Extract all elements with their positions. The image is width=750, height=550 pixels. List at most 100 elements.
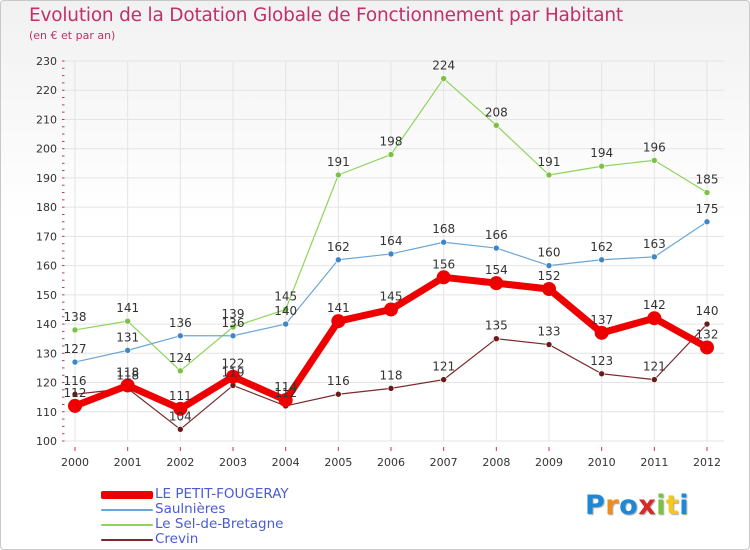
- data-point-saulni-res: [124, 347, 131, 354]
- data-label-crevin: 140: [696, 304, 719, 318]
- legend-swatch: [101, 490, 153, 499]
- data-label-crevin: 104: [169, 409, 192, 423]
- logo-letter: t: [665, 490, 680, 521]
- data-point-le-sel-de-bretagne: [124, 317, 131, 325]
- chart-title: Evolution de la Dotation Globale de Fonc…: [29, 5, 623, 26]
- data-label-saulni-res: 160: [538, 246, 561, 260]
- data-label-saulni-res: 140: [274, 304, 297, 318]
- y-tick-label: 170: [36, 230, 57, 243]
- data-label-le-sel-de-bretagne: 196: [643, 140, 666, 154]
- data-point-le-sel-de-bretagne: [598, 162, 605, 170]
- data-point-crevin: [387, 385, 395, 392]
- data-label-le-petit-fougeray: 156: [432, 257, 455, 271]
- x-tick-label: 2001: [114, 456, 142, 469]
- data-point-saulni-res: [177, 332, 184, 340]
- data-labels: 138 141 124 139 145 191 198 224 208 191 194 196 185 1…: [64, 59, 719, 424]
- logo-letter: x: [638, 490, 657, 521]
- data-point-le-petit-fougeray: [489, 276, 504, 291]
- data-label-le-sel-de-bretagne: 224: [432, 59, 455, 73]
- data-label-crevin: 133: [538, 325, 561, 339]
- data-label-crevin: 118: [116, 368, 139, 382]
- x-tick-label: 2002: [166, 456, 194, 469]
- data-point-le-petit-fougeray: [226, 369, 240, 384]
- data-label-crevin: 119: [222, 365, 245, 379]
- y-tick-label: 120: [36, 377, 57, 390]
- data-label-saulni-res: 175: [696, 202, 719, 216]
- data-label-saulni-res: 162: [327, 240, 350, 254]
- data-point-saulni-res: [703, 218, 711, 226]
- data-point-crevin: [71, 390, 79, 398]
- data-label-crevin: 116: [64, 374, 87, 388]
- x-tick-label: 2005: [324, 456, 352, 469]
- data-point-crevin: [703, 320, 711, 328]
- x-tick-label: 2012: [693, 456, 721, 469]
- data-point-crevin: [651, 376, 658, 383]
- data-label-crevin: 112: [274, 386, 297, 400]
- data-label-le-petit-fougeray: 118: [116, 365, 139, 379]
- legend-swatch: [101, 508, 153, 511]
- data-point-crevin: [598, 370, 605, 378]
- y-tick-label: 130: [36, 347, 57, 360]
- proxiti-logo: Proxiti: [585, 490, 689, 521]
- data-label-le-sel-de-bretagne: 198: [380, 135, 403, 149]
- y-tick-label: 100: [36, 435, 57, 448]
- data-point-crevin: [493, 335, 500, 342]
- data-label-saulni-res: 136: [169, 316, 192, 330]
- data-point-saulni-res: [387, 250, 395, 258]
- chart-subtitle: (en € et par an): [29, 29, 116, 42]
- data-point-le-petit-fougeray: [68, 398, 82, 413]
- data-point-le-petit-fougeray: [542, 282, 556, 296]
- logo-letter: i: [679, 490, 690, 521]
- data-point-le-petit-fougeray: [594, 325, 609, 340]
- x-tick-label: 2009: [535, 456, 563, 469]
- data-label-le-petit-fougeray: 112: [64, 386, 87, 400]
- y-tick-label: 210: [36, 113, 57, 126]
- data-point-saulni-res: [493, 244, 500, 252]
- logo-letter: i: [656, 490, 666, 521]
- data-point-le-sel-de-bretagne: [651, 157, 658, 164]
- legend-swatch: [101, 523, 153, 526]
- data-point-le-sel-de-bretagne: [71, 326, 79, 334]
- data-point-saulni-res: [229, 332, 237, 340]
- data-label-le-petit-fougeray: 152: [538, 269, 561, 283]
- data-point-saulni-res: [545, 262, 553, 269]
- data-point-saulni-res: [651, 253, 658, 261]
- data-point-le-sel-de-bretagne: [493, 122, 500, 129]
- x-tick-label: 2007: [430, 456, 458, 469]
- data-label-saulni-res: 136: [222, 316, 245, 330]
- y-tick-label: 230: [36, 55, 57, 68]
- data-point-saulni-res: [71, 358, 79, 366]
- legend-swatch: [101, 538, 153, 541]
- data-label-crevin: 118: [380, 368, 403, 382]
- data-label-saulni-res: 127: [64, 342, 87, 356]
- x-tick-label: 2003: [219, 456, 247, 469]
- data-label-le-sel-de-bretagne: 145: [274, 289, 297, 303]
- logo-letter: P: [585, 490, 606, 521]
- y-tick-label: 200: [36, 143, 57, 156]
- data-point-crevin: [545, 341, 553, 348]
- data-label-le-petit-fougeray: 122: [222, 357, 245, 371]
- data-label-saulni-res: 163: [643, 237, 666, 251]
- legend-label: Le Sel-de-Bretagne: [155, 516, 284, 532]
- legend-label: Crevin: [155, 531, 199, 547]
- data-label-le-sel-de-bretagne: 141: [116, 301, 139, 315]
- data-point-le-sel-de-bretagne: [387, 151, 395, 158]
- data-point-le-petit-fougeray: [700, 340, 714, 355]
- x-tick-label: 2000: [61, 456, 89, 469]
- data-point-crevin: [177, 426, 184, 433]
- data-label-saulni-res: 131: [116, 330, 139, 344]
- data-label-le-petit-fougeray: 145: [380, 289, 403, 303]
- data-point-saulni-res: [598, 256, 605, 264]
- legend-label: Saulnières: [155, 501, 226, 517]
- data-point-le-petit-fougeray: [278, 393, 293, 408]
- data-label-le-petit-fougeray: 132: [696, 327, 719, 341]
- data-label-le-sel-de-bretagne: 124: [169, 351, 192, 365]
- x-tick-label: 2008: [482, 456, 510, 469]
- grid-lines: [63, 60, 724, 442]
- data-label-le-sel-de-bretagne: 185: [696, 173, 719, 187]
- data-point-le-sel-de-bretagne: [177, 367, 184, 375]
- data-label-crevin: 116: [327, 374, 350, 388]
- data-label-crevin: 123: [590, 354, 613, 368]
